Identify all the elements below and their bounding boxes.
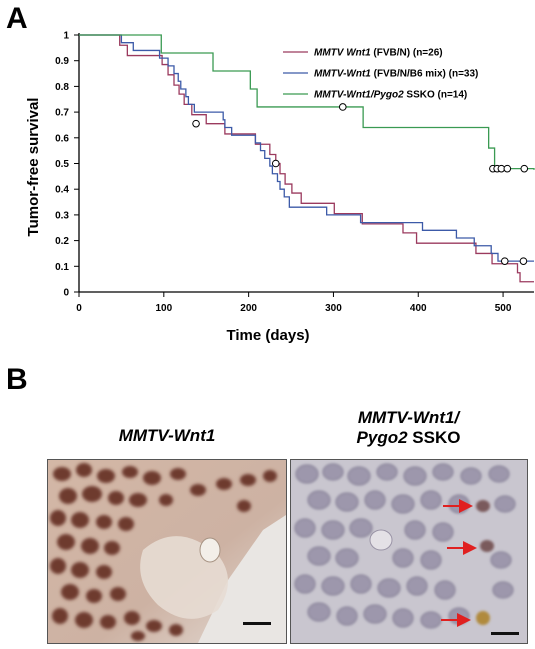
legend-entry-2: MMTV-Wnt1 (FVB/N/B6 mix) (n=33) — [314, 69, 478, 80]
chart-series — [79, 34, 535, 283]
legend-entry-gene: MMTV-Wnt1/Pygo2 — [314, 90, 404, 101]
y-axis-title: Tumor-free survival — [25, 98, 42, 237]
right-image-title-line1: MMTV-Wnt1/ — [357, 408, 460, 427]
censor-mark — [520, 164, 529, 173]
legend-entry-1: MMTV Wnt1 (FVB/N) (n=26) — [314, 48, 443, 59]
kaplan-meier-chart: 0 0.1 0.2 0.3 0.4 0.5 0.6 0.7 0.8 0.9 1 0 100 200 300 4… — [25, 31, 535, 344]
pygo2-ssko-histology-graphic — [291, 460, 527, 643]
x-tick-label: 300 — [325, 303, 342, 314]
legend-entry-detail: (FVB/N/B6 mix) (n=33) — [371, 69, 479, 80]
censor-mark — [192, 119, 200, 128]
chart-axes — [78, 33, 534, 293]
y-tick-label: 0.5 — [55, 159, 69, 170]
legend-entry-3: MMTV-Wnt1/Pygo2 SSKO (n=14) — [314, 90, 467, 101]
survival-curve-3 — [79, 34, 535, 170]
y-tick-label: 0.9 — [55, 56, 69, 67]
censor-mark — [338, 103, 347, 111]
legend-entry-detail: SSKO (n=14) — [404, 90, 468, 101]
right-image-title: MMTV-Wnt1/ Pygo2 SSKO — [290, 408, 527, 448]
x-axis-title: Time (days) — [226, 327, 309, 344]
right-image-title-suffix: SSKO — [407, 428, 461, 447]
left-image-title: MMTV-Wnt1 — [48, 426, 286, 446]
survival-curve-1 — [79, 34, 534, 283]
legend-entry-gene: MMTV-Wnt1 — [314, 69, 371, 80]
y-tick-label: 0.6 — [55, 133, 69, 144]
y-tick-label: 0.3 — [55, 210, 69, 221]
chart-ticks: 0 0.1 0.2 0.3 0.4 0.5 0.6 0.7 0.8 0.9 1 0 100 200 300 4… — [55, 31, 512, 315]
y-tick-label: 1 — [63, 31, 69, 42]
wnt1-histology-graphic — [48, 460, 286, 643]
y-tick-label: 0.1 — [55, 262, 69, 273]
pygo2-ssko-histology-image — [290, 459, 528, 644]
legend-entry-gene: MMTV Wnt1 — [314, 48, 371, 59]
panel-b-label: B — [6, 363, 28, 396]
y-tick-label: 0 — [63, 288, 69, 299]
censor-mark — [503, 164, 512, 173]
y-tick-label: 0.7 — [55, 108, 69, 119]
legend-entry-detail: (FVB/N) (n=26) — [371, 48, 443, 59]
y-tick-label: 0.4 — [55, 185, 69, 196]
x-tick-label: 100 — [155, 303, 172, 314]
panel-a-label: A — [6, 2, 28, 35]
censor-mark — [271, 159, 280, 168]
wnt1-histology-image — [47, 459, 287, 644]
y-tick-label: 0.2 — [55, 236, 69, 247]
survival-curve-2 — [79, 34, 534, 262]
x-tick-label: 200 — [240, 303, 257, 314]
left-image-title-text: MMTV-Wnt1 — [118, 426, 216, 445]
y-tick-label: 0.8 — [55, 82, 69, 93]
censor-mark — [500, 257, 509, 265]
x-tick-label: 400 — [410, 303, 427, 314]
x-tick-label: 0 — [76, 303, 82, 314]
chart-legend: MMTV Wnt1 (FVB/N) (n=26)MMTV-Wnt1 (FVB/N… — [283, 48, 478, 101]
censor-mark — [519, 257, 528, 265]
x-tick-label: 500 — [495, 303, 512, 314]
right-image-title-gene: Pygo2 — [356, 428, 408, 447]
